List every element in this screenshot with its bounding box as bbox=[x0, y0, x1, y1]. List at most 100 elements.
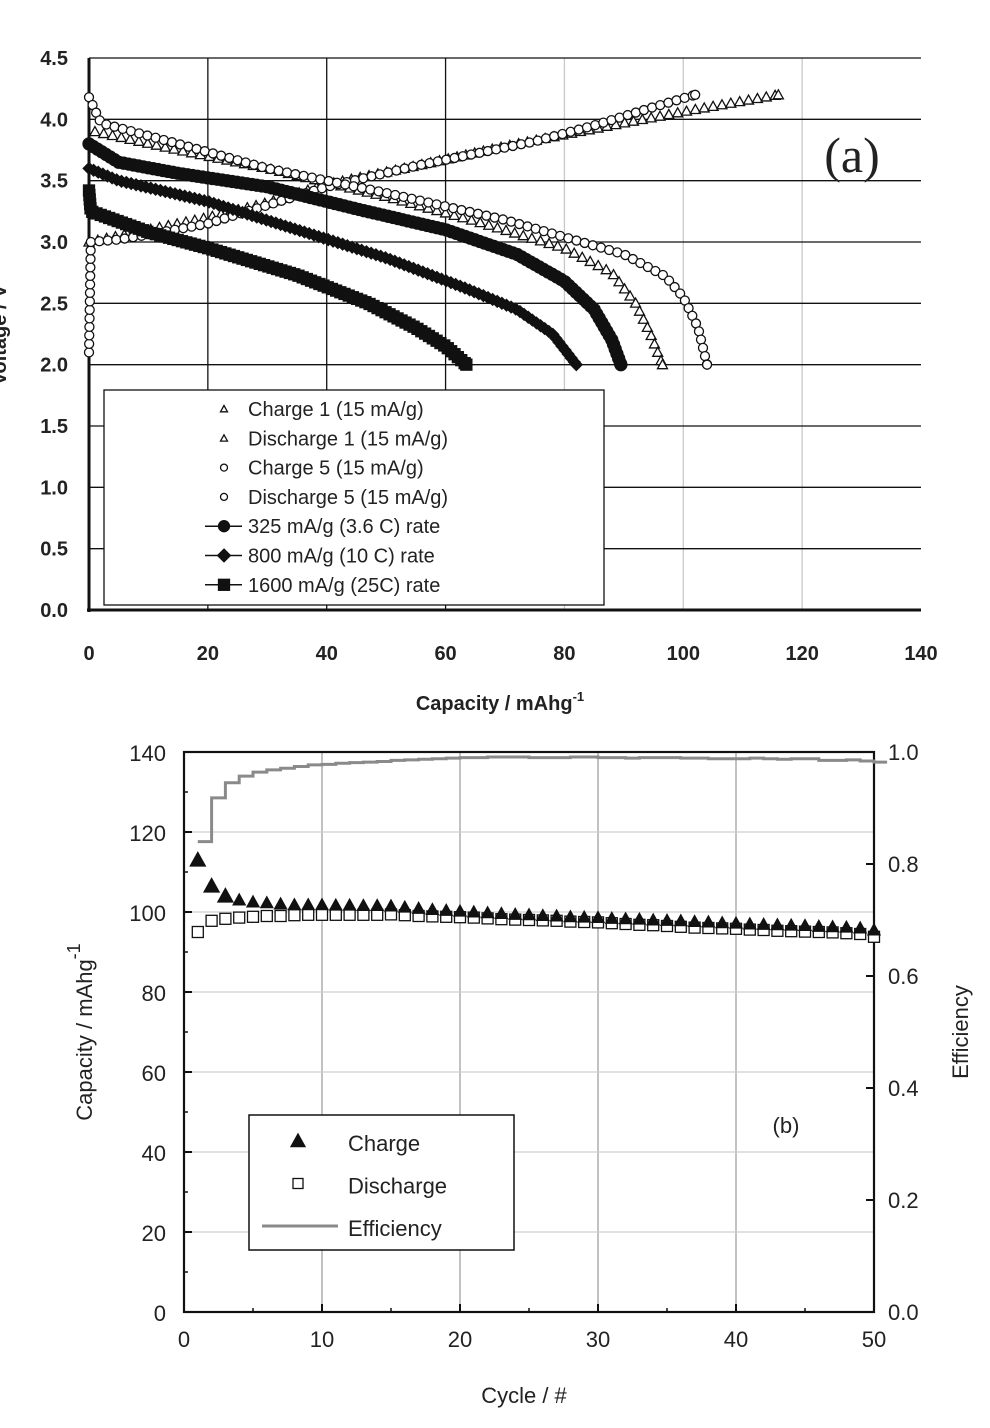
data-point bbox=[491, 144, 502, 155]
data-point bbox=[191, 925, 204, 939]
data-point bbox=[370, 898, 385, 912]
data-point bbox=[302, 908, 315, 921]
data-point bbox=[219, 912, 232, 925]
data-point bbox=[245, 894, 261, 908]
data-point bbox=[390, 189, 401, 201]
y-tick-label: 40 bbox=[142, 1141, 166, 1166]
y-tick-label: 0.0 bbox=[40, 600, 68, 622]
y-tick-label: 2.0 bbox=[40, 355, 68, 377]
data-point bbox=[662, 108, 675, 120]
data-point bbox=[84, 279, 96, 290]
data-point bbox=[281, 167, 293, 178]
data-point bbox=[674, 288, 686, 299]
data-point bbox=[614, 358, 628, 372]
y-tick-label: 4.0 bbox=[40, 109, 68, 131]
legend-label: 325 mA/g (3.6 C) rate bbox=[248, 516, 440, 538]
legend: Charge 1 (15 mA/g) Discharge 1 (15 mA/g) C… bbox=[103, 389, 605, 606]
data-point bbox=[431, 199, 442, 210]
legend-label: 800 mA/g (10 C) rate bbox=[248, 546, 435, 568]
data-point bbox=[288, 909, 301, 922]
data-point bbox=[260, 909, 273, 923]
legend-marker-filled-diamond-icon bbox=[216, 548, 232, 563]
series-discharge-5-15-ma-g- bbox=[83, 92, 713, 370]
x-tick-label: 0 bbox=[178, 1327, 190, 1352]
data-point bbox=[106, 129, 119, 141]
data-point bbox=[637, 312, 650, 324]
y-tick-label: 1.0 bbox=[40, 477, 68, 499]
data-point bbox=[356, 898, 371, 912]
data-point bbox=[439, 206, 452, 218]
data-point bbox=[274, 909, 287, 923]
data-point bbox=[448, 203, 459, 214]
legend-item: Charge 1 (15 mA/g) bbox=[219, 399, 424, 421]
data-point bbox=[632, 911, 647, 925]
data-point bbox=[84, 304, 95, 316]
data-point bbox=[399, 163, 410, 174]
data-point bbox=[407, 161, 419, 172]
data-point bbox=[648, 337, 661, 349]
data-point bbox=[441, 154, 452, 165]
data-point bbox=[543, 237, 556, 249]
legend-item: Discharge 1 (15 mA/g) bbox=[219, 428, 448, 450]
data-point bbox=[751, 92, 764, 104]
data-point bbox=[489, 212, 500, 223]
data-point bbox=[524, 137, 535, 148]
data-point bbox=[482, 218, 495, 230]
data-point bbox=[481, 210, 492, 221]
data-point bbox=[636, 113, 649, 125]
data-point bbox=[627, 114, 640, 126]
data-point bbox=[150, 138, 163, 150]
data-point bbox=[141, 136, 154, 148]
x-tick-label: 50 bbox=[862, 1327, 886, 1352]
data-point bbox=[314, 897, 330, 911]
data-point bbox=[84, 321, 95, 333]
x-tick-label: 0 bbox=[83, 643, 94, 665]
data-point bbox=[315, 908, 329, 921]
data-point bbox=[517, 229, 530, 241]
legend-label: Charge 1 (15 mA/g) bbox=[248, 399, 424, 421]
legend-item: 325 mA/g (3.6 C) rate bbox=[205, 516, 440, 538]
y-tick-label: 140 bbox=[129, 741, 166, 766]
data-point bbox=[331, 177, 343, 188]
data-point bbox=[411, 901, 426, 914]
data-point bbox=[306, 172, 318, 183]
data-point bbox=[549, 908, 564, 922]
y-axis-label-superscript: -1 bbox=[64, 943, 84, 959]
data-point bbox=[85, 236, 97, 248]
legend-marker-filled-circle-icon bbox=[217, 520, 231, 533]
data-point bbox=[618, 116, 631, 128]
y-tick-label: 4.5 bbox=[40, 48, 68, 70]
data-point bbox=[623, 289, 637, 301]
data-point bbox=[328, 897, 343, 911]
data-point bbox=[701, 914, 716, 928]
data-point bbox=[85, 245, 96, 256]
legend-marker-filled-square-icon bbox=[217, 578, 231, 591]
legend-marker-open-triangle-icon bbox=[219, 433, 229, 442]
data-point bbox=[551, 239, 564, 251]
data-point bbox=[422, 201, 435, 213]
data-point bbox=[273, 896, 288, 910]
data-point bbox=[439, 201, 451, 212]
data-point bbox=[600, 263, 613, 275]
data-point bbox=[689, 103, 702, 115]
data-point bbox=[465, 213, 478, 225]
data-point bbox=[699, 350, 711, 362]
x-tick-label: 20 bbox=[197, 643, 219, 665]
data-point bbox=[85, 253, 96, 265]
panel-label: (a) bbox=[824, 127, 880, 183]
legend-item: 1600 mA/g (25C) rate bbox=[205, 575, 440, 597]
data-point bbox=[690, 89, 701, 100]
legend-label: Charge 5 (15 mA/g) bbox=[248, 458, 424, 480]
data-point bbox=[680, 104, 693, 116]
data-point bbox=[301, 897, 316, 911]
legend-marker-filled-triangle-icon bbox=[289, 1132, 307, 1148]
data-point bbox=[633, 304, 646, 316]
data-point bbox=[452, 903, 468, 917]
data-point bbox=[651, 345, 664, 357]
data-point bbox=[656, 358, 669, 370]
data-point bbox=[576, 250, 589, 262]
y-tick-label: 0.5 bbox=[40, 539, 68, 561]
data-point bbox=[515, 139, 527, 150]
data-point bbox=[84, 287, 96, 299]
data-point bbox=[577, 909, 592, 923]
